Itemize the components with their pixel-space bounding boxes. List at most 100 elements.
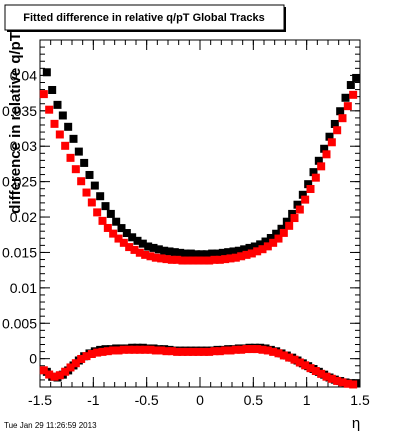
x-tick-label: 1	[303, 392, 311, 408]
data-point	[240, 245, 249, 254]
data-point	[253, 345, 262, 354]
data-point	[80, 158, 89, 167]
data-point	[197, 250, 206, 259]
data-point	[247, 249, 256, 258]
data-point	[74, 147, 83, 156]
data-point	[210, 347, 219, 356]
data-point	[154, 245, 163, 254]
data-point	[189, 347, 198, 356]
data-point	[61, 367, 70, 376]
data-point	[199, 347, 208, 356]
x-tick-label: -1	[87, 392, 100, 408]
data-point	[301, 361, 310, 370]
data-point	[290, 214, 299, 223]
data-point	[144, 242, 153, 251]
data-point	[135, 248, 144, 257]
data-point	[338, 378, 347, 387]
data-point	[178, 256, 187, 265]
data-point	[181, 249, 190, 258]
data-point	[71, 359, 80, 368]
data-point	[274, 349, 283, 358]
data-point	[87, 350, 96, 359]
data-point	[272, 229, 281, 238]
data-point	[106, 209, 115, 218]
data-point	[149, 243, 158, 252]
data-point	[173, 347, 182, 356]
x-tick-label: -0.5	[135, 392, 159, 408]
data-point	[349, 380, 358, 389]
data-point	[183, 256, 192, 265]
data-point	[349, 90, 358, 99]
data-point	[71, 165, 80, 174]
y-tick-label: 0.02	[10, 209, 37, 225]
x-axis-label: η	[352, 415, 360, 432]
data-markers	[39, 68, 361, 389]
data-point	[157, 254, 166, 263]
data-point	[205, 347, 214, 356]
data-point	[146, 345, 155, 354]
data-point	[293, 200, 302, 209]
data-point	[114, 346, 123, 355]
data-point	[256, 240, 265, 249]
title-box-frame	[4, 4, 285, 31]
y-tick-label: 0.04	[10, 67, 37, 83]
data-point	[231, 345, 240, 354]
data-point	[138, 239, 147, 248]
data-point	[183, 347, 192, 356]
data-point	[50, 119, 59, 128]
data-point	[82, 188, 91, 197]
y-tick-label: 0.035	[2, 103, 37, 119]
data-point	[279, 228, 288, 237]
data-point	[266, 233, 275, 242]
data-point	[128, 233, 137, 242]
data-point	[317, 162, 326, 171]
data-point	[285, 353, 294, 362]
data-point	[109, 229, 118, 238]
data-point	[208, 249, 217, 258]
data-point	[258, 245, 267, 254]
data-point	[77, 177, 86, 186]
chart-title: Fitted difference in relative q/pT Globa…	[23, 12, 264, 24]
data-point	[42, 68, 51, 77]
data-point	[325, 132, 334, 141]
y-tick-label: 0	[29, 351, 37, 367]
data-point	[322, 372, 331, 381]
y-tick-label: 0.005	[2, 315, 37, 331]
data-point	[130, 345, 139, 354]
data-point	[103, 223, 112, 232]
y-tick-label: 0.03	[10, 138, 37, 154]
data-point	[274, 234, 283, 243]
data-point	[343, 102, 352, 111]
data-point	[330, 119, 339, 128]
data-point	[333, 126, 342, 135]
data-point	[151, 253, 160, 262]
data-point	[170, 248, 179, 257]
data-point	[64, 122, 73, 131]
data-point	[234, 246, 243, 255]
data-point	[160, 246, 169, 255]
data-point	[157, 346, 166, 355]
y-tick-label: 0.01	[10, 280, 37, 296]
data-point	[90, 181, 99, 190]
data-point	[125, 345, 134, 354]
data-point	[55, 371, 64, 380]
timestamp-footer: Tue Jan 29 11:26:59 2013	[4, 421, 97, 430]
title-box-shadow-right	[284, 7, 286, 32]
data-point	[285, 221, 294, 230]
data-point	[301, 195, 310, 204]
data-point	[119, 345, 128, 354]
data-point	[96, 192, 105, 201]
data-point	[199, 256, 208, 265]
data-point	[341, 93, 350, 102]
data-point	[226, 254, 235, 263]
data-point	[309, 168, 318, 177]
data-point	[261, 237, 270, 246]
data-point	[311, 367, 320, 376]
data-point	[66, 153, 75, 162]
data-point	[194, 256, 203, 265]
data-point	[141, 250, 150, 259]
data-point	[98, 216, 107, 225]
data-point	[304, 180, 313, 189]
